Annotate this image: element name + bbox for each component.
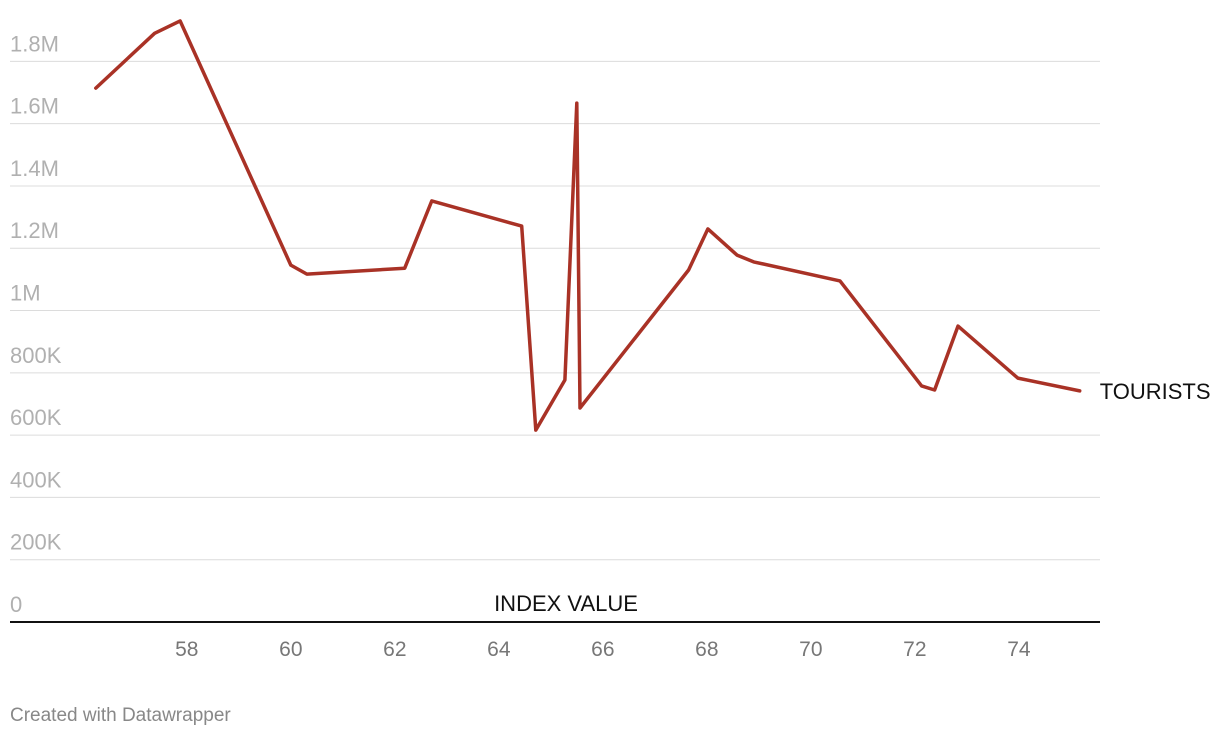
- y-tick-label: 1M: [10, 281, 41, 306]
- y-tick-label: 800K: [10, 343, 62, 368]
- y-tick-label: 1.2M: [10, 218, 59, 243]
- y-tick-label: 1.8M: [10, 31, 59, 56]
- series-line: [94, 19, 1082, 432]
- x-tick-label: 64: [487, 638, 511, 661]
- x-tick-label: 74: [1007, 638, 1031, 661]
- x-tick-label: 70: [799, 638, 822, 661]
- footer: Created with Datawrapper: [10, 705, 231, 726]
- y-tick-label: 600K: [10, 405, 62, 430]
- y-tick-label: 0: [10, 592, 22, 617]
- x-tick-label: 58: [175, 638, 198, 661]
- y-tick-label: 1.6M: [10, 94, 59, 119]
- x-tick-label: 62: [383, 638, 406, 661]
- x-tick-label: 72: [903, 638, 926, 661]
- x-tick-label: 60: [279, 638, 302, 661]
- x-tick-label: 66: [591, 638, 614, 661]
- y-tick-label: 1.4M: [10, 156, 59, 181]
- y-tick-label: 200K: [10, 530, 62, 555]
- x-tick-label: 68: [695, 638, 718, 661]
- x-axis-label: INDEX VALUE: [494, 591, 638, 616]
- y-tick-label: 400K: [10, 467, 62, 492]
- series-label: TOURISTS: [1100, 379, 1211, 404]
